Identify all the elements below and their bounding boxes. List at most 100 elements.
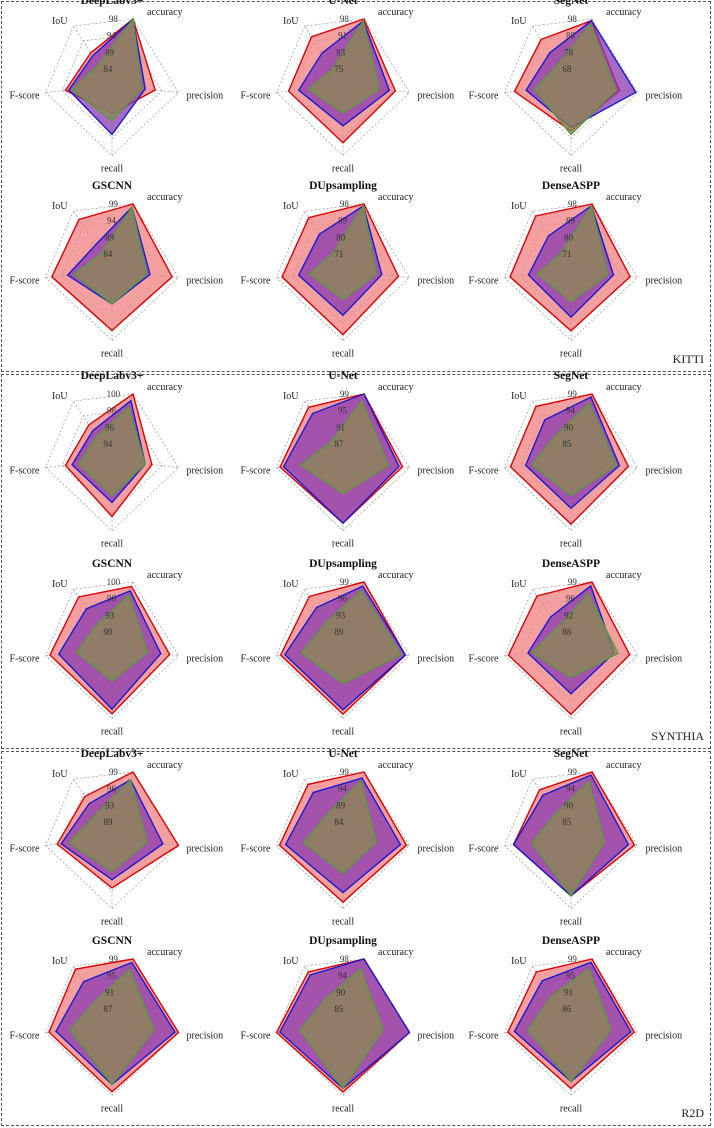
tick-label: 90 [336, 987, 346, 997]
r2d-panel: R2D [1, 751, 711, 1126]
tick-label: 80 [564, 232, 574, 242]
axis-label-recall: recall [560, 538, 582, 549]
web-ring [276, 18, 410, 156]
series-polygon-series_c [72, 204, 148, 305]
tick-label: 91 [105, 987, 114, 997]
chart-title: U-Net [328, 0, 358, 7]
series-polygon-series_c [298, 967, 384, 1090]
dataset-label: SYNTHIA [651, 729, 704, 743]
tick-label: 85 [562, 438, 572, 448]
radar-chart: 84 89 94 99 accuracy precision recall F-score Io… [10, 180, 224, 360]
axis-label-f-score: F-score [10, 465, 41, 476]
tick-label: 94 [107, 30, 117, 40]
tick-label: 75 [334, 63, 344, 73]
series-polygon-series_c [530, 592, 619, 678]
series-polygon-series_c [75, 593, 149, 682]
dataset-label: R2D [681, 1106, 704, 1120]
tick-label: 99 [109, 954, 119, 964]
series-polygon-series_c [302, 779, 378, 874]
axis-label-iou: IoU [511, 579, 527, 590]
axis-label-iou: IoU [283, 391, 299, 402]
chart-title: DeepLabv3+ [81, 370, 144, 382]
axis-label-precision: precision [418, 465, 455, 476]
tick-label: 96 [105, 422, 115, 432]
tick-label: 96 [107, 593, 117, 603]
axis-label-iou: IoU [283, 769, 299, 780]
axis-label-precision: precision [418, 1030, 455, 1041]
tick-label: 68 [562, 63, 572, 73]
axis-label-accuracy: accuracy [147, 760, 183, 771]
chart-title: U-Net [328, 370, 358, 382]
axis-label-recall: recall [332, 538, 354, 549]
tick-label: 89 [103, 816, 113, 826]
web-ring [45, 393, 179, 531]
tick-label: 84 [334, 816, 344, 826]
radar-chart: 86 91 95 99 accuracy precision recall F-score Io… [469, 935, 683, 1115]
axis-label-f-score: F-score [241, 1030, 272, 1041]
dataset-label: KITTI [672, 352, 704, 366]
radar-chart: 85 90 94 99 accuracy precision recall F-score Io… [469, 370, 683, 550]
tick-label: 94 [107, 215, 117, 225]
axis-label-recall: recall [560, 726, 582, 737]
radar-chart: 87 91 95 99 accuracy precision recall F-score Io… [10, 935, 224, 1115]
tick-label: 99 [109, 767, 119, 777]
chart-title: GSCNN [92, 935, 133, 947]
web-ring [276, 771, 410, 909]
axis-label-iou: IoU [52, 579, 68, 590]
axis-label-precision: precision [418, 275, 455, 286]
axis-label-recall: recall [560, 163, 582, 174]
radar-chart: 85 90 94 99 accuracy precision recall F-score Io… [469, 748, 683, 928]
radar-chart: 94 96 98 100 accuracy precision recall F-score I… [10, 370, 224, 550]
tick-label: 98 [109, 14, 119, 24]
axis-label-f-score: F-score [241, 275, 272, 286]
axis-label-precision: precision [187, 90, 224, 101]
tick-label: 98 [340, 954, 350, 964]
axis-label-recall: recall [101, 163, 123, 174]
tick-label: 98 [107, 405, 117, 415]
axis-label-iou: IoU [511, 16, 527, 27]
tick-label: 99 [340, 389, 350, 399]
axis-label-iou: IoU [52, 391, 68, 402]
axis-label-accuracy: accuracy [606, 382, 642, 393]
axis-label-iou: IoU [511, 769, 527, 780]
chart-title: DeepLabv3+ [81, 748, 144, 760]
axis-label-recall: recall [560, 348, 582, 359]
axis-label-iou: IoU [511, 391, 527, 402]
tick-label: 71 [562, 248, 571, 258]
series-polygon-series_c [533, 22, 617, 136]
chart-title: DUpsampling [309, 180, 377, 192]
tick-label: 94 [338, 783, 348, 793]
axis-label-precision: precision [646, 90, 683, 101]
tick-label: 89 [336, 800, 346, 810]
tick-label: 95 [107, 970, 117, 980]
radar-chart: 85 90 94 98 accuracy precision recall F-score Io… [241, 935, 455, 1115]
web-ring [45, 18, 179, 156]
tick-label: 89 [105, 232, 115, 242]
tick-label: 98 [568, 199, 578, 209]
web-ring [504, 771, 638, 909]
tick-label: 89 [566, 215, 576, 225]
axis-label-recall: recall [560, 1103, 582, 1114]
tick-label: 100 [107, 577, 121, 587]
axis-label-accuracy: accuracy [606, 7, 642, 18]
axis-label-recall: recall [332, 916, 354, 927]
axis-label-precision: precision [418, 653, 455, 664]
axis-label-recall: recall [101, 726, 123, 737]
tick-label: 83 [336, 47, 346, 57]
tick-label: 92 [564, 610, 573, 620]
axis-label-recall: recall [332, 726, 354, 737]
tick-label: 98 [568, 14, 578, 24]
tick-label: 71 [334, 248, 343, 258]
axis-label-iou: IoU [52, 769, 68, 780]
tick-label: 90 [564, 800, 574, 810]
tick-label: 100 [107, 389, 121, 399]
radar-chart: 68 78 88 98 accuracy precision recall F-score Io… [469, 0, 683, 174]
tick-label: 93 [105, 800, 115, 810]
axis-label-recall: recall [101, 538, 123, 549]
axis-label-accuracy: accuracy [606, 570, 642, 581]
tick-label: 85 [562, 816, 572, 826]
web-ring [276, 203, 410, 341]
chart-title: DenseASPP [542, 180, 600, 192]
tick-label: 89 [334, 626, 344, 636]
tick-label: 78 [564, 47, 574, 57]
